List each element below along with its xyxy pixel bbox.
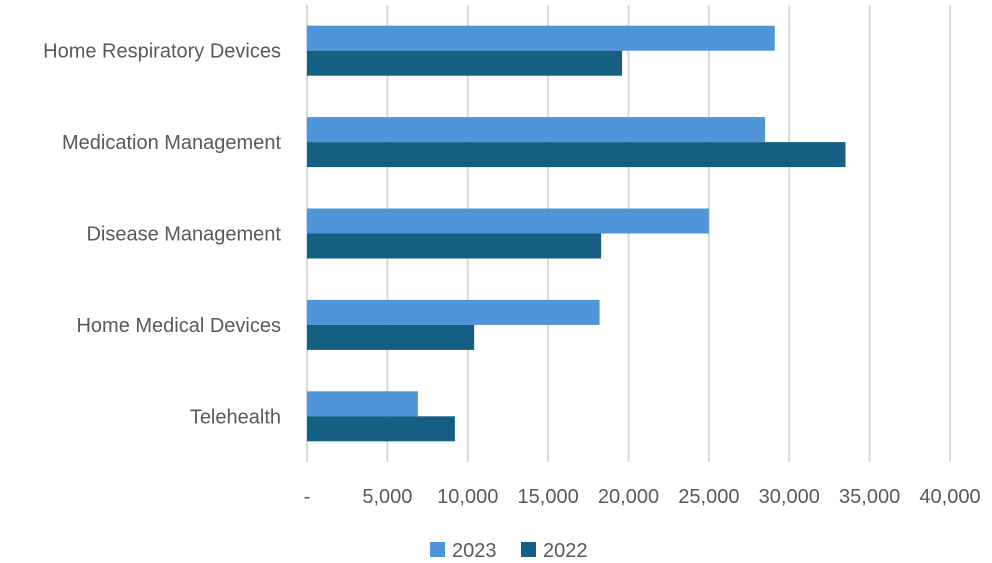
- category-label-home-respiratory-devices: Home Respiratory Devices: [43, 41, 281, 63]
- bar-2023-telehealth: [307, 391, 418, 417]
- category-label-disease-management: Disease Management: [86, 224, 281, 246]
- x-tick-label: -: [304, 486, 311, 508]
- x-tick-label: 40,000: [919, 486, 980, 508]
- legend-swatch-2022: [521, 542, 536, 557]
- bar-2022-telehealth: [307, 416, 455, 442]
- x-tick-label: 30,000: [759, 486, 820, 508]
- bar-2023-home-respiratory-devices: [307, 25, 775, 51]
- category-labels: Home Respiratory Devices Medication Manag…: [43, 41, 281, 429]
- legend-label-2022: 2022: [543, 540, 588, 562]
- bar-2022-home-medical-devices: [307, 324, 475, 350]
- legend-swatch-2023: [430, 542, 445, 557]
- bar-2023-home-medical-devices: [307, 299, 600, 325]
- legend-label-2023: 2023: [452, 540, 497, 562]
- category-label-home-medical-devices: Home Medical Devices: [76, 315, 281, 337]
- x-tick-label: 5,000: [362, 486, 412, 508]
- x-tick-label: 20,000: [598, 486, 659, 508]
- x-tick-label: 10,000: [437, 486, 498, 508]
- category-label-telehealth: Telehealth: [190, 406, 281, 428]
- bar-2023-medication-management: [307, 117, 766, 143]
- legend: 2023 2022: [430, 540, 588, 562]
- x-tick-labels: - 5,000 10,000 15,000 20,000 25,000 30,000 35,0…: [304, 486, 981, 508]
- x-tick-label: 35,000: [839, 486, 900, 508]
- x-tick-label: 15,000: [518, 486, 579, 508]
- category-label-medication-management: Medication Management: [62, 132, 281, 154]
- x-tick-label: 25,000: [678, 486, 739, 508]
- bar-2022-home-respiratory-devices: [307, 50, 623, 76]
- bar-2022-disease-management: [307, 233, 602, 259]
- bar-2023-disease-management: [307, 208, 709, 234]
- bar-2022-medication-management: [307, 142, 846, 168]
- bars: [307, 25, 846, 442]
